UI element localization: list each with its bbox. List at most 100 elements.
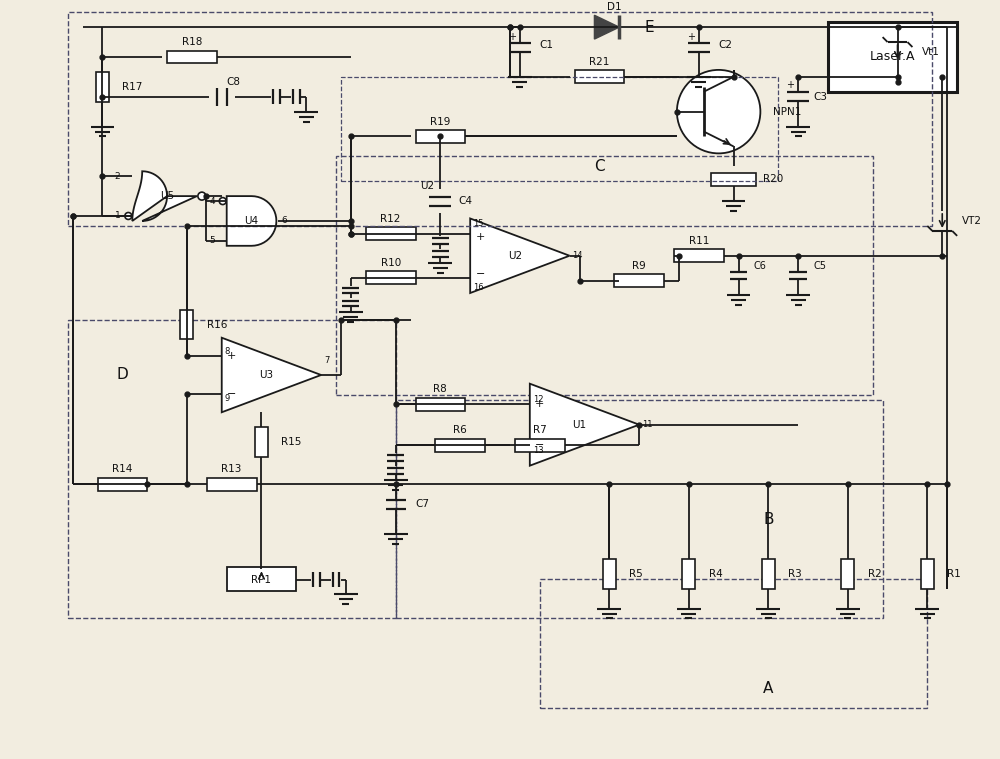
Text: R11: R11 [689,236,709,246]
Bar [711,173,756,186]
Bar [828,22,957,92]
Text: R2: R2 [868,568,881,579]
Bar [841,559,854,589]
Text: D1: D1 [607,2,622,12]
Text: −: − [475,269,485,279]
Text: C7: C7 [416,499,430,509]
Bar [614,274,664,287]
Bar [435,439,485,452]
Bar [68,12,932,226]
Text: R10: R10 [381,258,401,268]
Text: U5: U5 [160,191,174,201]
Text: R16: R16 [207,320,227,329]
Bar [575,71,624,83]
Polygon shape [132,172,197,221]
Bar [682,559,695,589]
Text: 8: 8 [225,347,230,356]
Text: R1: R1 [947,568,961,579]
Bar [416,130,465,143]
Circle shape [125,213,132,219]
Text: C2: C2 [719,40,733,50]
Polygon shape [530,384,639,466]
Text: 11: 11 [642,420,653,429]
Text: C6: C6 [753,260,766,271]
Bar [180,310,193,339]
Bar [68,320,396,619]
Text: A: A [763,681,774,695]
Bar [207,478,257,491]
Text: R7: R7 [533,425,547,435]
Text: VT2: VT2 [962,216,982,226]
Text: Vt1: Vt1 [922,47,940,57]
Text: −: − [535,440,544,450]
Text: −: − [227,389,236,398]
Polygon shape [470,219,570,293]
Text: U2: U2 [420,181,435,191]
Text: R19: R19 [430,117,451,127]
Text: U4: U4 [244,216,259,226]
Text: R18: R18 [182,37,202,47]
Text: 9: 9 [225,394,230,403]
Text: D: D [116,367,128,383]
Text: C8: C8 [227,77,241,87]
Text: NPN1: NPN1 [773,106,802,117]
Bar [341,77,778,181]
Polygon shape [222,338,321,412]
Text: R6: R6 [453,425,467,435]
Bar [674,249,724,262]
Text: C5: C5 [813,260,826,271]
Text: Laser.A: Laser.A [870,51,915,64]
Text: R13: R13 [221,465,242,474]
Text: U2: U2 [508,250,522,261]
Text: C: C [594,159,605,174]
Text: 15: 15 [473,219,484,228]
Circle shape [677,70,760,153]
Text: R4: R4 [709,568,722,579]
Text: 14: 14 [573,251,583,260]
Polygon shape [594,15,619,39]
Text: U3: U3 [259,370,274,380]
Text: R5: R5 [629,568,643,579]
Text: C1: C1 [540,40,554,50]
Text: 12: 12 [533,395,543,404]
Text: R15: R15 [281,437,302,447]
Text: RP1: RP1 [251,575,271,584]
Bar [366,228,416,241]
Bar [255,427,268,457]
Text: +: + [786,80,794,90]
Text: +: + [535,399,544,409]
Bar [167,51,217,64]
Text: +: + [475,232,485,242]
Text: 4: 4 [209,197,215,206]
Bar [416,398,465,411]
Text: +: + [227,351,236,361]
Bar [515,439,565,452]
Bar [227,567,296,591]
Text: R21: R21 [589,57,610,67]
Text: 5: 5 [209,236,215,245]
Text: R20: R20 [763,175,784,184]
Text: R12: R12 [380,214,401,224]
Circle shape [198,192,206,200]
Text: U1: U1 [572,420,586,430]
Text: 7: 7 [324,355,329,364]
Bar [98,478,147,491]
Bar [336,156,873,395]
Text: R14: R14 [112,465,133,474]
Text: +: + [508,32,516,42]
Text: C3: C3 [813,92,827,102]
Text: 1: 1 [115,212,120,220]
Text: C4: C4 [458,196,472,206]
Text: 2: 2 [115,172,120,181]
Text: R17: R17 [122,82,143,92]
Text: E: E [644,20,654,35]
Text: 16: 16 [473,283,484,292]
Bar [603,559,616,589]
Text: 6: 6 [281,216,287,225]
Text: R9: R9 [632,260,646,271]
Text: 13: 13 [533,446,543,455]
Text: B: B [763,512,774,527]
Bar [96,72,109,102]
Polygon shape [227,196,276,246]
Bar [366,271,416,284]
